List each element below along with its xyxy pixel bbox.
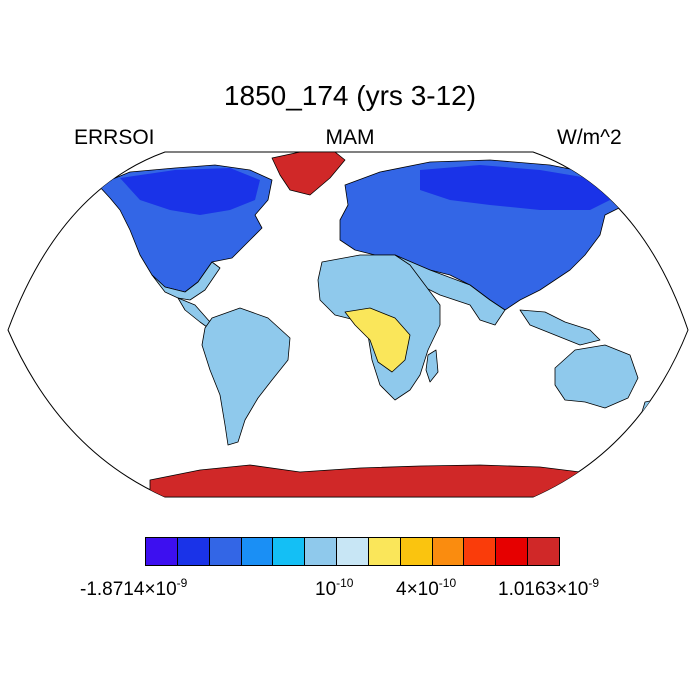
southeast-asia	[519, 309, 601, 346]
legend-swatch-2	[177, 538, 210, 565]
legend-swatch-3	[209, 538, 242, 565]
legend-swatch-11	[464, 538, 497, 565]
madagascar	[425, 349, 439, 383]
africa-center	[344, 307, 411, 373]
legend-swatch-10	[432, 538, 465, 565]
legend-label-3: 4×10-10	[396, 576, 457, 600]
south-america	[201, 307, 291, 446]
map-title: 1850_174 (yrs 3-12)	[223, 80, 477, 111]
north-america-south	[151, 261, 221, 301]
legend-swatch-9	[400, 538, 433, 565]
units-label: W/m^2	[557, 126, 622, 149]
legend-label-min: -1.8714×10-9	[80, 576, 188, 600]
legend-label-max: 1.0163×10-9	[498, 576, 600, 600]
legend-swatch-8	[368, 538, 401, 565]
antarctica	[149, 464, 591, 497]
siberia-highlight	[420, 165, 620, 210]
legend-swatch-1	[146, 538, 178, 565]
legend-swatch-13	[528, 538, 559, 565]
legend-swatch-7	[337, 538, 369, 565]
legend-swatch-12	[496, 538, 529, 565]
north-canada-highlight	[120, 168, 260, 215]
legend-label-2: 10-10	[315, 576, 354, 600]
legend-swatch-4	[241, 538, 274, 565]
legend-swatch-6	[305, 538, 338, 565]
season-label: MAM	[325, 126, 375, 149]
australia	[554, 344, 639, 409]
greenland	[271, 152, 346, 196]
variable-label: ERRSOI	[74, 126, 155, 149]
legend-swatch-5	[273, 538, 306, 565]
legend-colorbar	[145, 537, 560, 566]
